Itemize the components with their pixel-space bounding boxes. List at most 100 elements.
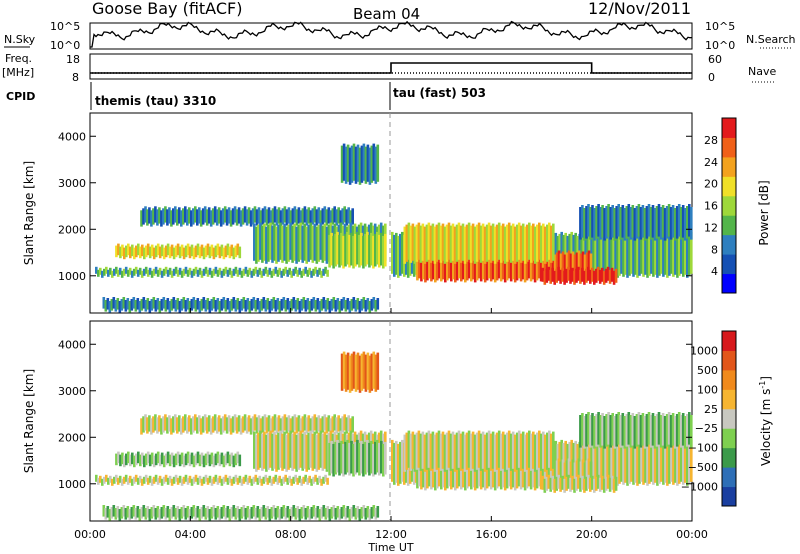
power-echo-cell	[256, 269, 260, 277]
velocity-echo-cell	[615, 414, 618, 447]
power-echo-cell	[344, 146, 348, 184]
power-echo-cell	[466, 252, 469, 281]
power-echo-cell	[432, 251, 435, 280]
velocity-echo-cell	[465, 432, 469, 470]
velocity-echo-cell	[351, 416, 354, 433]
velocity-echo-cell	[450, 461, 453, 490]
velocity-echo-cell	[653, 416, 657, 449]
power-echo-cell	[293, 223, 296, 261]
power-echo-cell	[318, 267, 321, 275]
velocity-echo-cell	[302, 505, 306, 517]
velocity-echo-cell	[467, 430, 471, 468]
power-echo-cell	[597, 204, 600, 237]
power-echo-cell	[319, 210, 323, 227]
velocity-echo-cell	[499, 433, 503, 471]
power-echo-cell	[124, 300, 128, 312]
power-echo-cell	[258, 301, 262, 313]
power-echo-cell	[429, 225, 433, 263]
power-echo-cell	[483, 254, 487, 283]
velocity-echo-cell	[288, 509, 292, 521]
power-echo-cell	[517, 250, 521, 279]
power-echo-cell	[548, 222, 551, 260]
power-echo-cell	[296, 298, 300, 310]
velocity-echo-cell	[509, 433, 513, 471]
velocity-echo-cell	[545, 476, 549, 491]
power-echo-cell	[654, 232, 657, 275]
velocity-echo-cell	[521, 459, 525, 488]
velocity-echo-cell	[425, 432, 429, 470]
power-echo-cell	[144, 300, 148, 312]
velocity-echo-cell	[342, 351, 346, 389]
velocity-echo-cell	[347, 415, 350, 432]
power-echo-cell	[279, 210, 283, 227]
power-echo-cell	[545, 268, 549, 283]
power-echo-cell	[338, 234, 341, 268]
velocity-echo-cell	[192, 416, 195, 433]
power-echo-cell	[674, 232, 677, 275]
velocity-echo-cell	[548, 430, 551, 468]
velocity-echo-cell	[251, 416, 255, 433]
velocity-echo-cell	[603, 416, 606, 449]
power-echo-cell	[140, 210, 143, 227]
velocity-echo-cell	[132, 505, 136, 517]
velocity-echo-cell	[625, 414, 629, 447]
velocity-ytick-label: 2000	[58, 431, 86, 444]
velocity-echo-cell	[266, 477, 270, 485]
velocity-echo-cell	[277, 432, 280, 470]
velocity-echo-cell	[146, 506, 150, 518]
velocity-echo-cell	[146, 451, 150, 464]
power-echo-cell	[326, 269, 329, 277]
power-echo-cell	[125, 245, 128, 258]
power-echo-cell	[212, 247, 216, 260]
velocity-echo-cell	[609, 415, 612, 448]
velocity-echo-cell	[226, 451, 230, 464]
power-echo-cell	[266, 269, 270, 277]
power-echo-cell	[160, 244, 164, 257]
velocity-echo-cell	[214, 508, 218, 520]
power-echo-cell	[364, 233, 367, 267]
velocity-echo-cell	[368, 509, 372, 521]
velocity-echo-cell	[409, 433, 413, 471]
velocity-echo-cell	[301, 416, 305, 433]
power-echo-cell	[497, 222, 501, 260]
power-echo-cell	[358, 301, 362, 313]
power-echo-cell	[268, 301, 272, 313]
velocity-echo-cell	[602, 442, 605, 485]
velocity-echo-cell	[241, 416, 245, 433]
power-echo-cell	[211, 208, 215, 225]
velocity-echo-cell	[354, 441, 357, 475]
velocity-echo-cell	[138, 475, 142, 483]
velocity-echo-cell	[352, 505, 356, 517]
velocity-echo-cell	[324, 474, 327, 482]
velocity-echo-cell	[156, 477, 160, 485]
velocity-echo-cell	[286, 506, 290, 518]
power-echo-cell	[553, 254, 557, 283]
velocity-echo-cell	[259, 418, 263, 435]
power-echo-cell	[132, 268, 136, 276]
velocity-echo-cell	[650, 439, 653, 482]
power-echo-cell	[270, 299, 274, 311]
velocity-echo-cell	[97, 477, 100, 485]
velocity-echo-cell	[178, 475, 182, 483]
power-echo-cell	[559, 269, 562, 284]
power-echo-cell	[260, 270, 264, 278]
velocity-echo-cell	[194, 508, 198, 520]
velocity-echo-cell	[579, 461, 583, 490]
velocity-echo-cell	[342, 443, 345, 477]
velocity-echo-cell	[597, 412, 600, 445]
velocity-echo-cell	[438, 458, 441, 487]
power-echo-cell	[368, 234, 371, 268]
velocity-echo-cell	[162, 455, 166, 468]
velocity-echo-cell	[614, 440, 617, 483]
power-echo-cell	[397, 235, 400, 278]
power-colorbar-frame	[721, 117, 737, 294]
velocity-echo-cell	[529, 461, 533, 490]
power-echo-cell	[142, 297, 146, 309]
velocity-echo-cell	[688, 412, 691, 445]
power-echo-cell	[481, 251, 485, 280]
power-echo-cell	[269, 222, 272, 260]
velocity-echo-cell	[575, 476, 578, 491]
power-echo-cell	[190, 244, 194, 257]
velocity-echo-cell	[519, 433, 523, 471]
power-echo-cell	[302, 268, 305, 276]
